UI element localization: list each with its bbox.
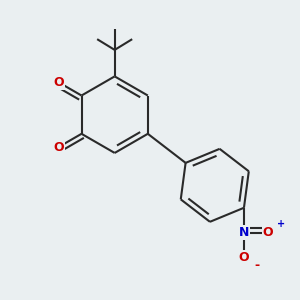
Text: O: O — [263, 226, 273, 239]
Text: +: + — [277, 219, 285, 229]
Text: O: O — [53, 76, 64, 89]
Text: N: N — [239, 226, 249, 239]
Text: O: O — [238, 251, 249, 264]
Text: -: - — [255, 259, 260, 272]
Text: O: O — [53, 141, 64, 154]
